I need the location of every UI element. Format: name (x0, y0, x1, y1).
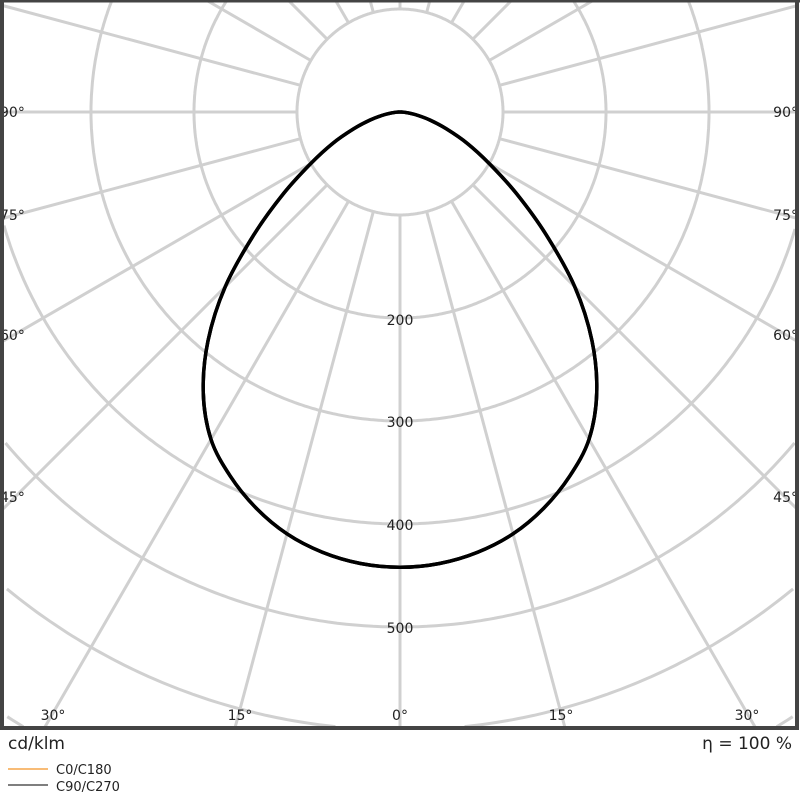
angle-labels: 90° 75° 60° 45° 90° 75° 60° 45° 30° 15° … (0, 105, 798, 724)
legend: C0/C180 C90/C270 (8, 763, 120, 795)
grid-spoke-255 (2, 4, 301, 87)
angle-label-bottom-30-left: 30° (41, 708, 66, 724)
grid-spoke-315 (1, 183, 329, 511)
angle-label-left-60: 60° (0, 328, 25, 344)
curve-c90-c270 (201, 110, 599, 570)
angle-label-left-45: 45° (0, 490, 25, 506)
grid-spoke-135 (471, 0, 514, 41)
grid-spoke-120 (488, 0, 595, 62)
angle-label-left-75: 75° (0, 208, 25, 224)
angle-label-bottom-0: 0° (392, 708, 408, 724)
angle-label-right-45: 45° (773, 490, 798, 506)
angle-label-bottom-15-right: 15° (549, 708, 574, 724)
grid-circle-700 (6, 715, 794, 729)
grid-spoke-300 (2, 162, 312, 343)
grid-spoke-105 (499, 4, 797, 87)
grid-spoke-240 (205, 0, 312, 62)
angle-label-bottom-30-right: 30° (735, 708, 760, 724)
radial-label-500: 500 (387, 621, 414, 637)
grid-circle-400 (2, 225, 797, 526)
polar-grid (1, 0, 798, 729)
angle-label-left-90: 90° (0, 105, 25, 121)
legend-label-c0-c180: C0/C180 (56, 763, 112, 778)
grid-circle-200 (192, 0, 608, 320)
chart-frame (0, 0, 799, 730)
radial-label-300: 300 (387, 415, 414, 431)
radial-tick-labels: 200 300 400 500 (387, 313, 414, 637)
grid-spoke-330 (43, 200, 350, 728)
grid-spoke-345 (233, 211, 375, 728)
grid-spoke-75 (499, 137, 797, 220)
angle-label-bottom-15-left: 15° (228, 708, 253, 724)
legend-label-c90-c270: C90/C270 (56, 780, 120, 795)
grid-spoke-225 (286, 0, 329, 41)
radial-label-400: 400 (387, 518, 414, 534)
angle-label-right-60: 60° (773, 328, 798, 344)
grid-circle-600 (5, 587, 795, 729)
intensity-curves (201, 110, 599, 570)
angle-label-right-90: 90° (773, 105, 798, 121)
grid-spoke-15 (425, 211, 567, 728)
grid-spoke-30 (450, 200, 757, 728)
efficiency-label: η = 100 % (702, 734, 792, 754)
unit-label: cd/klm (8, 734, 65, 754)
grid-spoke-285 (2, 137, 301, 220)
grid-circle-300 (89, 0, 711, 423)
grid-spoke-60 (488, 162, 797, 342)
angle-label-right-75: 75° (773, 208, 798, 224)
radial-label-200: 200 (387, 313, 414, 329)
grid-circle-500 (4, 442, 796, 629)
grid-spoke-150 (450, 0, 466, 24)
grid-spoke-45 (471, 183, 798, 510)
grid-spoke-210 (334, 0, 350, 24)
